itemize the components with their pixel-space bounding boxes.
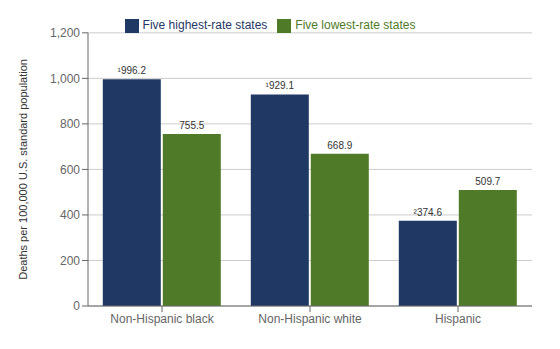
svg-text:1,000: 1,000 [50, 72, 80, 86]
svg-text:509.7: 509.7 [475, 176, 500, 187]
svg-text:Hispanic: Hispanic [435, 312, 481, 326]
svg-text:800: 800 [60, 117, 80, 131]
svg-text:1,200: 1,200 [50, 26, 80, 40]
svg-text:668.9: 668.9 [327, 140, 352, 151]
svg-text:400: 400 [60, 208, 80, 222]
svg-text:Non-Hispanic black: Non-Hispanic black [110, 312, 214, 326]
svg-text:200: 200 [60, 254, 80, 268]
svg-text:Deaths per 100,000 U.S. standa: Deaths per 100,000 U.S. standard populat… [17, 59, 29, 280]
svg-text:755.5: 755.5 [179, 120, 204, 131]
svg-text:600: 600 [60, 163, 80, 177]
svg-text:0: 0 [73, 299, 80, 313]
svg-text:²374.6: ²374.6 [414, 207, 443, 218]
html-text:Five highest-rate states: Five highest-rate states [142, 18, 268, 32]
svg-text:¹996.2: ¹996.2 [118, 65, 147, 76]
svg-text:Non-Hispanic white: Non-Hispanic white [258, 312, 362, 326]
svg-text:¹929.1: ¹929.1 [266, 80, 295, 91]
html-text:Five lowest-rate states: Five lowest-rate states [295, 18, 416, 32]
